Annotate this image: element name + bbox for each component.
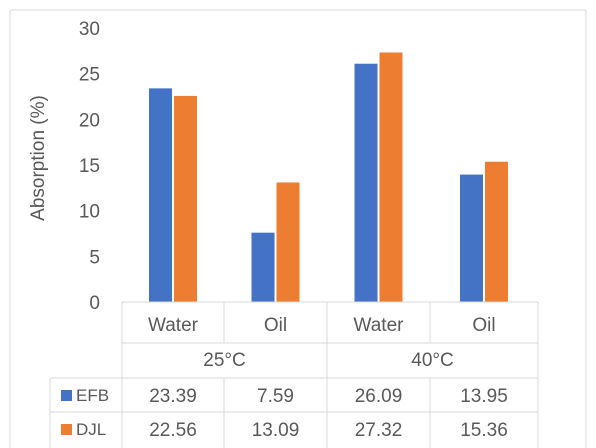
legend-label: EFB xyxy=(76,386,109,405)
group-label: 25°C xyxy=(203,350,245,371)
data-label: 26.09 xyxy=(355,386,403,407)
bar-djl-0 xyxy=(174,95,197,303)
y-tick-label: 20 xyxy=(79,110,100,131)
group-label: 40°C xyxy=(411,350,453,371)
data-table: Water Oil Water Oil 25°C 40°C EFB 23.39 7.59 26.0… xyxy=(49,301,539,448)
legend-key-djl xyxy=(61,424,72,435)
chart-frame xyxy=(9,9,587,448)
y-tick-label: 25 xyxy=(79,65,100,86)
legend-key-efb xyxy=(61,390,72,401)
y-tick-label: 0 xyxy=(89,293,100,314)
bar-efb-0 xyxy=(149,88,172,302)
y-axis-label: Absorption (%) xyxy=(28,95,49,221)
data-label: 15.36 xyxy=(460,420,508,441)
category-label: Oil xyxy=(472,315,495,336)
data-label: 13.95 xyxy=(460,386,508,407)
bar-djl-1 xyxy=(276,182,300,302)
bar-djl-3 xyxy=(485,161,508,302)
data-label: 27.32 xyxy=(355,420,403,441)
data-label: 7.59 xyxy=(257,386,294,407)
y-tick-label: 10 xyxy=(79,202,100,223)
bar-efb-1 xyxy=(251,232,275,302)
legend-label: DJL xyxy=(76,420,106,439)
y-tick-label: 30 xyxy=(79,19,100,40)
category-label: Water xyxy=(354,315,405,336)
data-label: 13.09 xyxy=(252,420,300,441)
bar-efb-2 xyxy=(354,63,378,302)
category-label: Oil xyxy=(264,315,287,336)
category-label: Water xyxy=(148,315,199,336)
data-label: 23.39 xyxy=(149,386,197,407)
bars xyxy=(149,52,508,303)
data-label: 22.56 xyxy=(149,420,197,441)
y-tick-label: 5 xyxy=(89,247,100,268)
y-axis-ticks: 0 5 10 15 20 25 30 xyxy=(79,19,100,314)
bar-djl-2 xyxy=(379,52,403,303)
y-tick-label: 15 xyxy=(79,156,100,177)
bar-efb-3 xyxy=(460,174,483,302)
